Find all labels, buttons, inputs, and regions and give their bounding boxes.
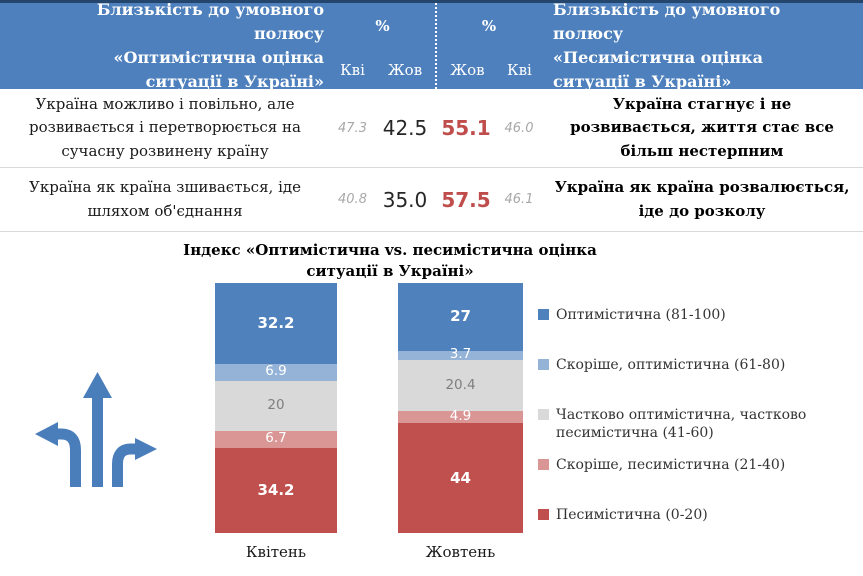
value-cell: 55.1	[435, 89, 497, 168]
segment-value-label: 3.7	[449, 346, 472, 363]
segment-value-label: 34.2	[257, 480, 295, 499]
value-april: 40.8	[338, 192, 367, 207]
segment-value-label: 6.9	[265, 363, 287, 380]
value-cell: 47.3	[330, 89, 375, 168]
legend-swatch	[538, 509, 549, 520]
value-april: 47.3	[338, 120, 367, 136]
value-cell: 46.0	[497, 89, 541, 168]
segment-value-label: 20	[267, 397, 285, 413]
value-cell: 57.5	[435, 168, 497, 232]
polarity-table: Близькість до умовного полюсу «Оптимісти…	[0, 0, 863, 232]
bar-segment: 44	[398, 423, 523, 533]
bar-segment: 34.2	[215, 447, 337, 533]
chart-legend: Оптимістична (81-100) Скоріше, оптимістич…	[538, 306, 860, 524]
table-row: Україна можливо і повільно, але розвиває…	[0, 89, 330, 168]
bar-segment: 6.9	[215, 363, 337, 381]
legend-item: Оптимістична (81-100)	[538, 306, 860, 356]
table-row: Україна як країна зшивається, іде шляхом…	[0, 168, 330, 232]
x-axis-label: Квітень	[245, 543, 307, 561]
percent-sign-right: %	[481, 17, 497, 35]
bar-segment: 32.2	[215, 283, 337, 364]
value-october: 35.0	[382, 187, 428, 212]
legend-item: Скоріше, песимістична (21-40)	[538, 456, 860, 506]
value-april-pessimistic: 46.0	[504, 120, 534, 136]
pessimistic-statement-2: Україна як країна розвалюється, іде до р…	[554, 178, 850, 220]
table-header-right-percent-group: % Жов Кві	[435, 3, 541, 89]
three-way-arrows-icon	[35, 372, 157, 487]
percent-sign-left: %	[375, 17, 390, 35]
value-october-pessimistic: 55.1	[441, 116, 491, 140]
bar-segment: 6.7	[215, 430, 337, 448]
table-header-optimistic-pole: Близькість до умовного полюсу «Оптимісти…	[0, 0, 330, 91]
value-cell: 40.8	[330, 168, 375, 232]
col-header-april-left: Кві	[340, 61, 365, 79]
bar-segment: 20	[215, 380, 337, 431]
value-october-pessimistic: 57.5	[441, 187, 491, 212]
legend-label: Песимістична (0-20)	[556, 507, 708, 523]
legend-label: Частково оптимістична, частково песиміст…	[556, 407, 807, 442]
table-row: Україна стагнує і не розвивається, життя…	[541, 89, 863, 168]
pessimistic-statement-1: Україна стагнує і не розвивається, життя…	[570, 95, 834, 160]
optimistic-statement-1: Україна можливо і повільно, але розвиває…	[29, 95, 301, 160]
legend-item: Скоріше, оптимістична (61-80)	[538, 356, 860, 406]
segment-value-label: 32.2	[257, 313, 295, 332]
col-header-october-left: Жов	[387, 61, 423, 79]
value-october: 42.5	[382, 116, 428, 140]
legend-swatch	[538, 459, 549, 470]
legend-swatch	[538, 309, 549, 320]
table-header-pessimistic-pole: Близькість до умовного полюсу «Песимісти…	[541, 0, 863, 91]
legend-label: Скоріше, оптимістична (61-80)	[556, 357, 786, 373]
optimistic-statement-2: Україна як країна зшивається, іде шляхом…	[29, 178, 301, 220]
bar-segment: 27	[398, 283, 523, 351]
value-cell: 46.1	[497, 168, 541, 232]
segment-value-label: 4.9	[449, 408, 472, 425]
bar-segment: 20.4	[398, 359, 523, 411]
table-header-left-percent-group: % Кві Жов	[330, 3, 435, 89]
table-row: Україна як країна розвалюється, іде до р…	[541, 168, 863, 232]
x-axis-label: Жовтень	[425, 543, 496, 561]
col-header-october-right: Жов	[450, 61, 485, 79]
legend-label: Оптимістична (81-100)	[556, 307, 726, 323]
segment-value-label: 6.7	[265, 430, 287, 447]
segment-value-label: 20.4	[445, 376, 476, 393]
value-april-pessimistic: 46.1	[504, 192, 534, 207]
col-header-april-right: Кві	[506, 61, 532, 79]
legend-swatch	[538, 359, 549, 370]
legend-swatch	[538, 409, 549, 420]
stacked-bar-2: 27 3.7 20.4 4.9 44	[398, 283, 523, 533]
legend-item: Песимістична (0-20)	[538, 506, 860, 524]
bar-segment: 3.7	[398, 346, 523, 363]
value-cell: 35.0	[375, 168, 435, 232]
segment-value-label: 44	[450, 468, 471, 487]
value-cell: 42.5	[375, 89, 435, 168]
legend-label: Скоріше, песимістична (21-40)	[556, 457, 786, 473]
bar-segment: 4.9	[398, 408, 523, 425]
stacked-bar-1: 32.2 6.9 20 6.7 34.2	[215, 283, 337, 533]
legend-item: Частково оптимістична, частково песиміст…	[538, 406, 860, 456]
segment-value-label: 27	[450, 307, 471, 326]
chart-title: Індекс «Оптимістична vs. песимістична оц…	[183, 241, 597, 280]
